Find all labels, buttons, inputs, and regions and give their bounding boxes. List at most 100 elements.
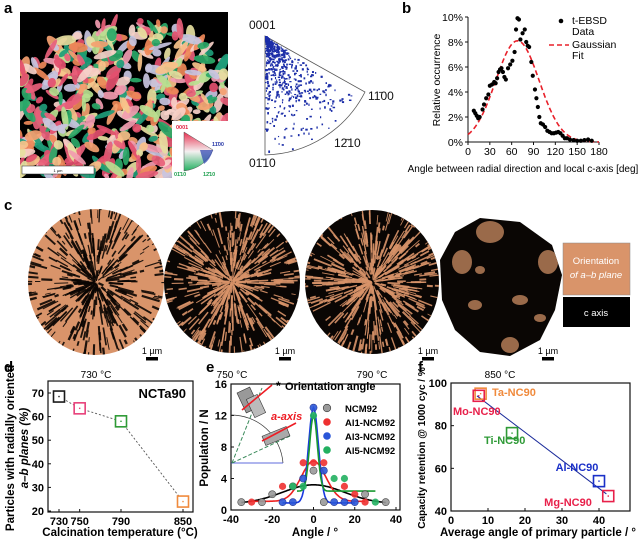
grain-streak <box>234 266 246 279</box>
grain-streak <box>397 346 406 354</box>
grain-streak <box>368 334 371 350</box>
grain-streak <box>56 259 69 268</box>
grain-streak <box>264 326 275 339</box>
grain-streak <box>195 220 202 229</box>
grain-streak <box>47 286 63 291</box>
pole-dot <box>284 60 286 63</box>
x-tick-label: 60 <box>506 146 518 158</box>
ipf-key-label: 01̄10 <box>174 172 186 178</box>
grain-streak <box>189 284 197 286</box>
pole-dot <box>276 43 278 46</box>
pole-dot <box>265 68 268 72</box>
grain-streak <box>38 230 43 235</box>
pole-dot <box>275 74 277 76</box>
grain-streak <box>41 278 53 281</box>
pole-dot <box>269 62 271 65</box>
x-axis-label: Average angle of primary particle / ° <box>440 527 636 539</box>
grain-streak <box>247 297 256 306</box>
pole-dot <box>274 100 276 103</box>
grain-streak <box>342 332 347 340</box>
pole-dot <box>268 61 271 63</box>
grain <box>128 24 136 37</box>
grain-streak <box>265 282 281 285</box>
grain-streak <box>220 284 231 299</box>
pole-dot <box>274 118 277 121</box>
grain-streak <box>234 288 241 304</box>
grain-streak <box>388 244 396 256</box>
grain-streak <box>37 328 53 344</box>
grain-streak <box>286 329 291 334</box>
pole-dot <box>295 99 297 103</box>
grain-streak <box>235 217 238 230</box>
scale-bar-label: 1 µm <box>142 346 162 356</box>
grain <box>178 92 188 101</box>
grain <box>81 93 91 103</box>
pole-dot <box>279 105 281 108</box>
grain-streak <box>358 291 365 298</box>
grain-streak <box>364 319 368 326</box>
grain-streak <box>382 247 389 258</box>
pole-dot <box>277 90 279 93</box>
data-point <box>516 17 522 22</box>
pole-dot <box>298 92 301 95</box>
pole-dot <box>265 76 267 80</box>
grain-streak <box>91 261 96 279</box>
data-point <box>505 426 519 440</box>
data-point <box>248 498 256 506</box>
grain-streak <box>141 290 156 296</box>
grain-streak <box>228 321 231 333</box>
grain-streak <box>187 315 197 325</box>
grain-streak <box>201 289 217 299</box>
grain <box>135 170 159 178</box>
data-point <box>351 490 359 498</box>
grain-streak <box>238 221 241 230</box>
grain-streak <box>188 275 198 279</box>
pole-dot <box>318 88 321 91</box>
grain <box>209 82 219 93</box>
data-point <box>309 403 318 412</box>
pole-dot <box>297 85 299 88</box>
grain-streak <box>305 264 312 270</box>
grain-streak <box>139 333 148 344</box>
grain-streak <box>187 267 195 272</box>
grain-streak <box>387 322 393 334</box>
grain-streak <box>371 287 376 302</box>
grain-streak <box>333 212 339 221</box>
grain <box>53 140 64 150</box>
data-point <box>340 498 349 507</box>
pole-dot <box>272 42 274 46</box>
grain-streak <box>259 222 268 236</box>
pole-dot <box>330 105 333 107</box>
grain-streak <box>375 226 379 243</box>
grain-streak <box>50 264 61 270</box>
pole-dot <box>268 53 271 57</box>
grain-streak <box>277 255 288 261</box>
pole-dot <box>274 81 277 83</box>
grain <box>53 58 66 69</box>
grain <box>121 97 130 114</box>
pole-dot <box>287 92 290 95</box>
grain-streak <box>350 305 360 321</box>
data-point <box>330 474 338 483</box>
grain-streak <box>108 300 120 316</box>
grain-streak <box>250 228 260 244</box>
grain-streak <box>180 213 192 228</box>
grain <box>208 69 220 80</box>
grain-streak <box>112 268 123 275</box>
grain-streak <box>233 249 238 267</box>
grain-streak <box>318 298 328 304</box>
pole-dot <box>306 68 310 71</box>
grain-streak <box>269 256 277 262</box>
grain-streak <box>317 265 323 269</box>
pole-dot <box>288 74 290 77</box>
grain <box>136 149 144 157</box>
pole-dot <box>274 45 276 48</box>
pole-dot <box>286 91 289 94</box>
grain-streak <box>376 251 384 268</box>
data-point <box>571 138 576 143</box>
pole-dot <box>266 41 268 44</box>
grain <box>97 136 109 141</box>
grain-streak <box>129 298 139 305</box>
grain-patch <box>538 250 558 274</box>
pole-dot <box>265 38 268 41</box>
